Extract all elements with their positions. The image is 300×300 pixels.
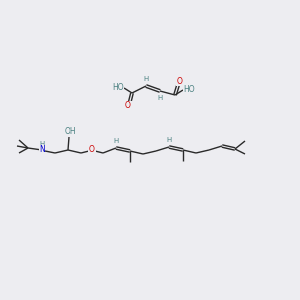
Text: H: H: [143, 76, 148, 82]
Text: H: H: [113, 138, 119, 144]
Text: HO: HO: [183, 85, 195, 94]
Text: N: N: [39, 146, 45, 154]
Text: O: O: [177, 76, 183, 85]
Text: H: H: [158, 95, 163, 101]
Text: O: O: [125, 101, 131, 110]
Text: OH: OH: [64, 127, 76, 136]
Text: H: H: [167, 137, 172, 143]
Text: HO: HO: [112, 82, 124, 91]
Text: O: O: [89, 146, 95, 154]
Text: H: H: [39, 141, 45, 147]
